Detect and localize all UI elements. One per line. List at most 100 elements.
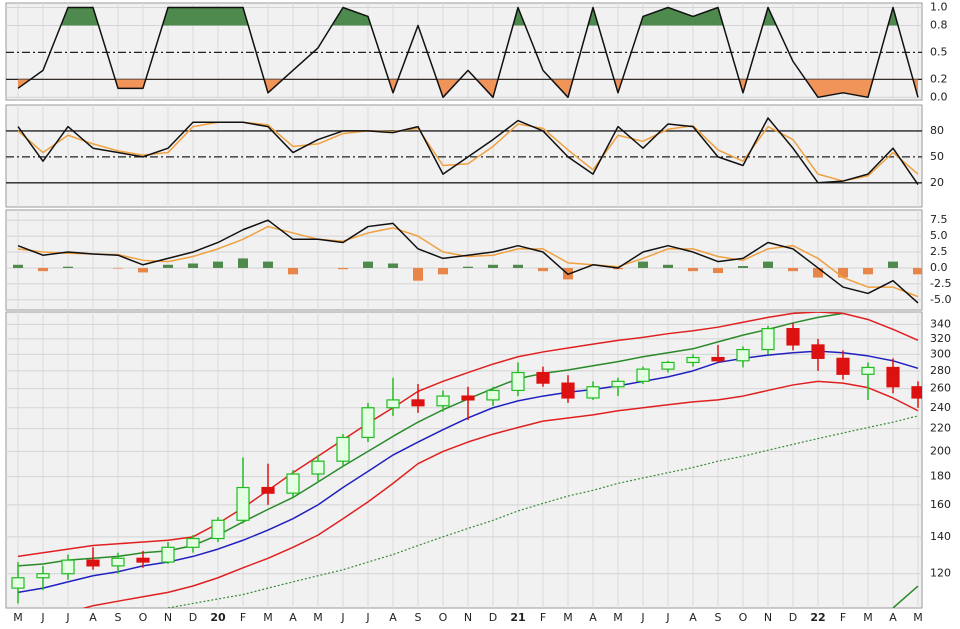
histogram-bar [763, 261, 773, 268]
series-line [17, 312, 844, 567]
panel-background [5, 104, 923, 208]
y-tick-label: 0.0 [930, 90, 948, 103]
candle-body [911, 386, 922, 399]
y-tick-label: 7.5 [930, 213, 948, 226]
histogram-bar [913, 267, 922, 275]
y-tick-label: 180 [930, 470, 951, 483]
y-tick-label: 340 [930, 317, 951, 330]
candle-body [411, 399, 425, 407]
y-tick-label: 260 [930, 382, 951, 395]
candle-body [686, 356, 700, 364]
y-tick-label: 120 [930, 567, 951, 580]
candle-body [186, 537, 200, 548]
x-tick-label: A [689, 611, 697, 624]
plot-area [6, 312, 922, 608]
histogram-bar [13, 264, 23, 268]
plot-area [6, 210, 922, 310]
candle-body [861, 366, 875, 375]
histogram-bar [463, 266, 473, 268]
oversold-fill [18, 79, 918, 98]
histogram-bar [438, 267, 448, 275]
histogram-bar [488, 264, 498, 268]
x-tick-label: F [840, 611, 846, 624]
histogram-bar [263, 261, 273, 268]
y-tick-label: 0.8 [930, 18, 948, 31]
y-tick-label: 280 [930, 364, 951, 377]
histogram-bar [388, 263, 398, 268]
series-line [17, 121, 919, 182]
y-tick-label: 300 [930, 347, 951, 360]
x-tick-label: A [389, 611, 397, 624]
series-line [17, 225, 919, 298]
x-tick-label: S [115, 611, 122, 624]
x-tick-label: J [640, 611, 644, 624]
histogram-bar [863, 267, 873, 275]
x-tick-label: J [65, 611, 69, 624]
y-tick-label: 240 [930, 401, 951, 414]
x-tick-label: D [789, 611, 797, 624]
x-tick-label: O [739, 611, 748, 624]
x-tick-label: O [439, 611, 448, 624]
candle-body [361, 407, 375, 439]
x-tick-label: M [13, 611, 23, 624]
x-tick-label: S [715, 611, 722, 624]
histogram-bar [413, 267, 423, 281]
x-tick-label: D [489, 611, 497, 624]
candle-body [136, 557, 150, 563]
candle-body [311, 460, 325, 475]
series-line [892, 585, 919, 608]
x-tick-label: 22 [810, 611, 825, 624]
x-tick-label: S [415, 611, 422, 624]
histogram-bar [213, 261, 223, 268]
panel-background [5, 311, 923, 609]
candle-body [211, 519, 225, 540]
histogram-bar [713, 267, 723, 274]
x-tick-label: M [913, 611, 923, 624]
candle-body [111, 557, 125, 567]
plot-area [6, 3, 922, 100]
y-tick-label: -2.5 [930, 277, 951, 290]
histogram-bar [738, 266, 748, 268]
histogram-bar [663, 264, 673, 268]
x-tick-label: A [89, 611, 97, 624]
candle-body [461, 395, 475, 401]
candle-body [286, 473, 300, 494]
x-tick-label: J [365, 611, 369, 624]
histogram-bar [288, 267, 298, 275]
candle-body [886, 366, 900, 388]
y-tick-label: -5.0 [930, 293, 951, 306]
candle-body [436, 395, 450, 407]
candle-body [711, 356, 725, 362]
histogram-bar [188, 263, 198, 268]
series-line [17, 312, 919, 558]
histogram-bar [38, 267, 48, 272]
x-tick-label: J [665, 611, 669, 624]
x-tick-label: N [464, 611, 472, 624]
y-tick-label: 0.2 [930, 72, 948, 85]
y-tick-label: 50 [930, 150, 944, 163]
histogram-bar [813, 267, 823, 278]
x-tick-label: M [563, 611, 573, 624]
x-tick-label: 21 [510, 611, 525, 624]
x-tick-label: O [139, 611, 148, 624]
x-tick-label: M [613, 611, 623, 624]
y-tick-label: 220 [930, 422, 951, 435]
x-tick-label: A [289, 611, 297, 624]
x-tick-label: M [313, 611, 323, 624]
y-tick-label: 5.0 [930, 229, 948, 242]
histogram-bar [513, 264, 523, 268]
series-line [17, 6, 919, 99]
histogram-bar [113, 267, 123, 269]
x-tick-label: 20 [210, 611, 226, 624]
histogram-bar [63, 266, 73, 268]
candle-body [536, 371, 550, 384]
histogram-bar [888, 261, 898, 268]
candle-body [636, 368, 650, 382]
histogram-bar [838, 267, 848, 278]
series-line [17, 219, 919, 304]
histogram-bar [163, 264, 173, 268]
x-tick-label: J [40, 611, 44, 624]
candle-body [86, 559, 100, 567]
candle-body [61, 559, 75, 575]
candle-body [11, 577, 25, 589]
